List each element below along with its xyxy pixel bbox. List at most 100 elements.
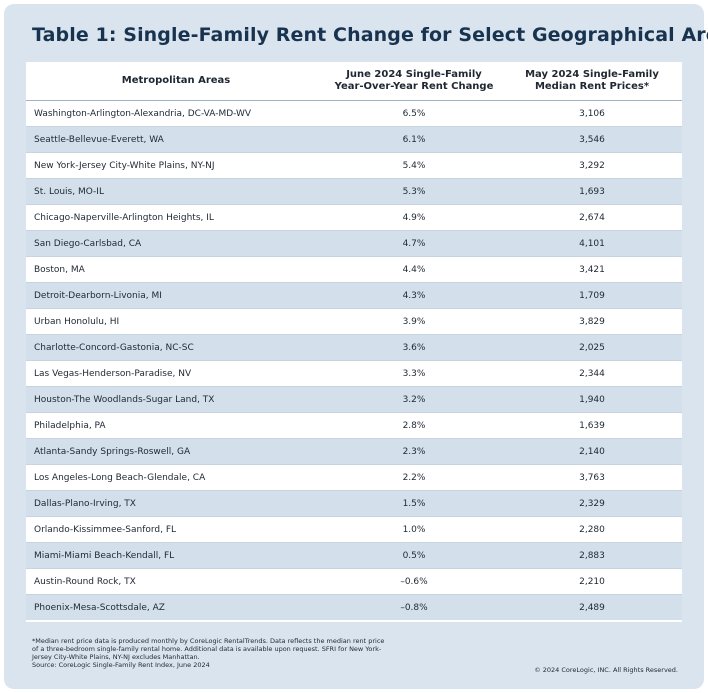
median-rent-cell: 1,709 <box>502 282 682 309</box>
table-row: Boston, MA 4.4% 3,421 <box>26 256 682 283</box>
median-rent-cell: 2,674 <box>502 204 682 231</box>
median-rent-cell: 2,210 <box>502 568 682 595</box>
rent-change-cell: –0.8% <box>326 594 502 620</box>
rent-change-cell: 3.3% <box>326 360 502 387</box>
median-rent-cell: 2,329 <box>502 490 682 517</box>
area-cell: Detroit-Dearborn-Livonia, MI <box>26 282 326 309</box>
table-row: Urban Honolulu, HI 3.9% 3,829 <box>26 308 682 335</box>
rent-change-cell: 6.5% <box>326 100 502 127</box>
footnote: *Median rent price data is produced mont… <box>32 637 452 669</box>
rent-change-table: Metropolitan Areas June 2024 Single-Fami… <box>26 62 682 620</box>
column-header-line: May 2024 Single-Family <box>525 69 659 80</box>
median-rent-cell: 2,344 <box>502 360 682 387</box>
table-row: Orlando-Kissimmee-Sanford, FL 1.0% 2,280 <box>26 516 682 543</box>
area-cell: Dallas-Plano-Irving, TX <box>26 490 326 517</box>
table-body: Washington-Arlington-Alexandria, DC-VA-M… <box>26 100 682 620</box>
median-rent-cell: 2,025 <box>502 334 682 361</box>
median-rent-cell: 2,140 <box>502 438 682 465</box>
table-row: Austin-Round Rock, TX –0.6% 2,210 <box>26 568 682 595</box>
area-cell: Las Vegas-Henderson-Paradise, NV <box>26 360 326 387</box>
data-table-card: Metropolitan Areas June 2024 Single-Fami… <box>26 62 682 622</box>
median-rent-cell: 3,421 <box>502 256 682 283</box>
table-title: Table 1: Single-Family Rent Change for S… <box>32 24 708 46</box>
copyright-notice: © 2024 CoreLogic, INC. All Rights Reserv… <box>534 666 678 674</box>
rent-change-cell: 6.1% <box>326 126 502 153</box>
rent-change-cell: 3.2% <box>326 386 502 413</box>
area-cell: Chicago-Naperville-Arlington Heights, IL <box>26 204 326 231</box>
area-cell: Los Angeles-Long Beach-Glendale, CA <box>26 464 326 491</box>
median-rent-cell: 2,489 <box>502 594 682 620</box>
rent-change-cell: 2.3% <box>326 438 502 465</box>
median-rent-cell: 3,106 <box>502 100 682 127</box>
column-header-line: June 2024 Single-Family <box>346 69 482 80</box>
median-rent-cell: 1,940 <box>502 386 682 413</box>
rent-change-cell: 4.7% <box>326 230 502 257</box>
rent-change-cell: 4.3% <box>326 282 502 309</box>
area-cell: New York-Jersey City-White Plains, NY-NJ <box>26 152 326 179</box>
source-line: Source: CoreLogic Single-Family Rent Ind… <box>32 661 210 669</box>
area-cell: Washington-Arlington-Alexandria, DC-VA-M… <box>26 100 326 127</box>
area-cell: St. Louis, MO-IL <box>26 178 326 205</box>
figure-frame: Table 1: Single-Family Rent Change for S… <box>4 4 708 689</box>
area-cell: Boston, MA <box>26 256 326 283</box>
area-cell: Austin-Round Rock, TX <box>26 568 326 595</box>
median-rent-cell: 2,280 <box>502 516 682 543</box>
table-row: Detroit-Dearborn-Livonia, MI 4.3% 1,709 <box>26 282 682 309</box>
rent-change-cell: 3.9% <box>326 308 502 335</box>
footnote-line: Jersey City-White Plains, NY-NJ excludes… <box>32 653 200 661</box>
table-row: Philadelphia, PA 2.8% 1,639 <box>26 412 682 439</box>
area-cell: Houston-The Woodlands-Sugar Land, TX <box>26 386 326 413</box>
table-row: Las Vegas-Henderson-Paradise, NV 3.3% 2,34… <box>26 360 682 387</box>
table-row: Chicago-Naperville-Arlington Heights, IL… <box>26 204 682 231</box>
column-header-metropolitan-areas: Metropolitan Areas <box>26 62 326 101</box>
rent-change-cell: 2.2% <box>326 464 502 491</box>
rent-change-cell: 5.3% <box>326 178 502 205</box>
rent-change-cell: 1.0% <box>326 516 502 543</box>
table-row: Phoenix-Mesa-Scottsdale, AZ –0.8% 2,489 <box>26 594 682 620</box>
area-cell: Philadelphia, PA <box>26 412 326 439</box>
median-rent-cell: 2,883 <box>502 542 682 569</box>
area-cell: Charlotte-Concord-Gastonia, NC-SC <box>26 334 326 361</box>
median-rent-cell: 3,763 <box>502 464 682 491</box>
median-rent-cell: 1,639 <box>502 412 682 439</box>
column-header-line: Metropolitan Areas <box>121 75 231 86</box>
footnote-line: *Median rent price data is produced mont… <box>32 637 385 645</box>
area-cell: Miami-Miami Beach-Kendall, FL <box>26 542 326 569</box>
table-header-row: Metropolitan Areas June 2024 Single-Fami… <box>26 62 682 101</box>
column-header-median-rent: May 2024 Single-Family Median Rent Price… <box>502 62 682 101</box>
table-row: Washington-Arlington-Alexandria, DC-VA-M… <box>26 100 682 127</box>
table-row: Houston-The Woodlands-Sugar Land, TX 3.2%… <box>26 386 682 413</box>
table-row: San Diego-Carlsbad, CA 4.7% 4,101 <box>26 230 682 257</box>
footnote-line: of a three-bedroom single-family rental … <box>32 645 382 653</box>
column-header-line: Median Rent Prices* <box>534 81 650 92</box>
table-row: Miami-Miami Beach-Kendall, FL 0.5% 2,883 <box>26 542 682 569</box>
median-rent-cell: 3,546 <box>502 126 682 153</box>
table-row: Dallas-Plano-Irving, TX 1.5% 2,329 <box>26 490 682 517</box>
area-cell: Phoenix-Mesa-Scottsdale, AZ <box>26 594 326 620</box>
rent-change-cell: 5.4% <box>326 152 502 179</box>
column-header-rent-change: June 2024 Single-Family Year-Over-Year R… <box>326 62 502 101</box>
area-cell: Seattle-Bellevue-Everett, WA <box>26 126 326 153</box>
table-row: New York-Jersey City-White Plains, NY-NJ… <box>26 152 682 179</box>
rent-change-cell: 3.6% <box>326 334 502 361</box>
median-rent-cell: 4,101 <box>502 230 682 257</box>
rent-change-cell: 0.5% <box>326 542 502 569</box>
table-row: Seattle-Bellevue-Everett, WA 6.1% 3,546 <box>26 126 682 153</box>
table-row: St. Louis, MO-IL 5.3% 1,693 <box>26 178 682 205</box>
area-cell: San Diego-Carlsbad, CA <box>26 230 326 257</box>
area-cell: Urban Honolulu, HI <box>26 308 326 335</box>
median-rent-cell: 3,829 <box>502 308 682 335</box>
rent-change-cell: 2.8% <box>326 412 502 439</box>
median-rent-cell: 3,292 <box>502 152 682 179</box>
area-cell: Orlando-Kissimmee-Sanford, FL <box>26 516 326 543</box>
column-header-line: Year-Over-Year Rent Change <box>334 81 494 92</box>
median-rent-cell: 1,693 <box>502 178 682 205</box>
table-row: Atlanta-Sandy Springs-Roswell, GA 2.3% 2,1… <box>26 438 682 465</box>
area-cell: Atlanta-Sandy Springs-Roswell, GA <box>26 438 326 465</box>
table-row: Los Angeles-Long Beach-Glendale, CA 2.2% 3… <box>26 464 682 491</box>
table-row: Charlotte-Concord-Gastonia, NC-SC 3.6% 2,0… <box>26 334 682 361</box>
rent-change-cell: 4.9% <box>326 204 502 231</box>
rent-change-cell: 4.4% <box>326 256 502 283</box>
rent-change-cell: –0.6% <box>326 568 502 595</box>
rent-change-cell: 1.5% <box>326 490 502 517</box>
